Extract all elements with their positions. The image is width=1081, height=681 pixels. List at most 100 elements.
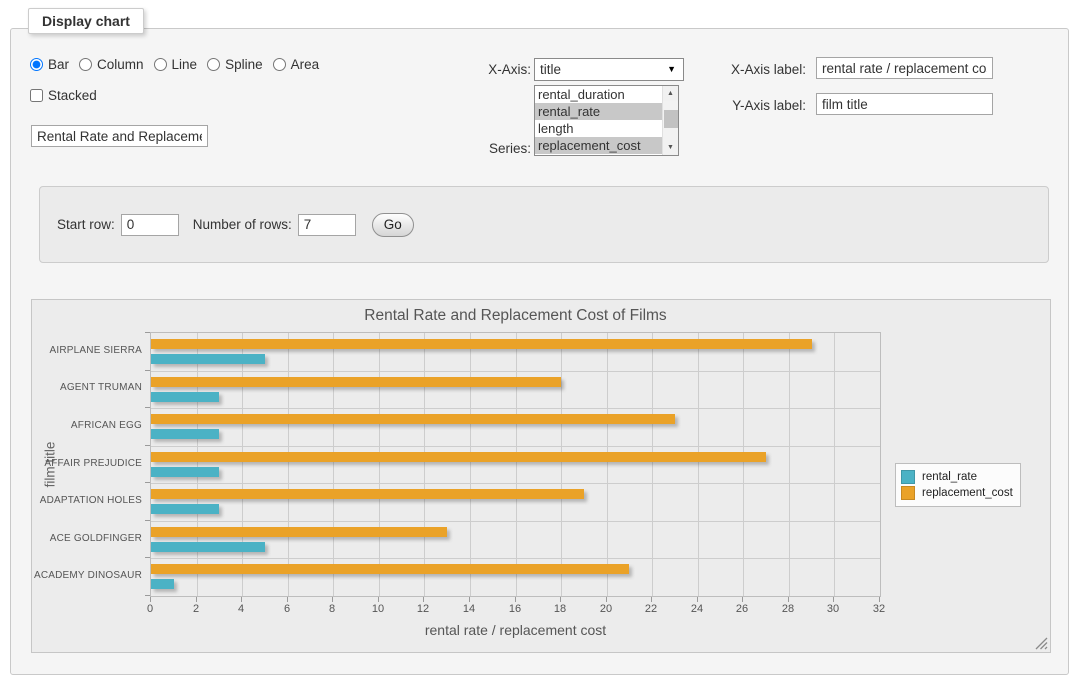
- go-button[interactable]: Go: [371, 212, 414, 237]
- x-tick-mark: [241, 597, 242, 602]
- gridline: [743, 333, 744, 596]
- bar-rental-rate: [151, 579, 174, 589]
- series-option-rental-rate[interactable]: rental_rate: [535, 103, 662, 120]
- scroll-down-icon[interactable]: ▼: [663, 140, 678, 155]
- stacked-label: Stacked: [48, 88, 97, 103]
- gridline: [424, 333, 425, 596]
- x-tick-mark: [515, 597, 516, 602]
- chart-title-input[interactable]: [31, 125, 208, 147]
- gridline: [470, 333, 471, 596]
- y-tick-mark: [145, 370, 150, 371]
- x-tick-label: 22: [644, 603, 658, 615]
- chart-type-option-area: Area: [272, 57, 320, 72]
- x-tick-label: 20: [599, 603, 613, 615]
- number-of-rows-input[interactable]: [297, 213, 356, 236]
- gridline: [151, 408, 880, 409]
- bar-rental-rate: [151, 467, 219, 477]
- gridline: [151, 558, 880, 559]
- y-tick-mark: [145, 595, 150, 596]
- bar-rental-rate: [151, 354, 265, 364]
- stacked-checkbox[interactable]: [30, 89, 43, 102]
- series-option-length[interactable]: length: [538, 121, 574, 136]
- x-axis-select[interactable]: title ▼: [534, 58, 684, 81]
- chart-type-radio-column[interactable]: [79, 58, 93, 71]
- y-tick-mark: [145, 520, 150, 521]
- y-category-label: AFFAIR PREJUDICE: [44, 458, 142, 469]
- legend-swatch-rental-rate: [901, 470, 915, 484]
- bar-rental-rate: [151, 542, 265, 552]
- gridline: [834, 333, 835, 596]
- y-axis-label-label: Y-Axis label:: [732, 98, 806, 113]
- x-tick-label: 14: [462, 603, 476, 615]
- chart-type-radio-bar[interactable]: [30, 58, 43, 71]
- x-tick-label: 16: [508, 603, 522, 615]
- x-axis-title: rental rate / replacement cost: [424, 622, 607, 638]
- gridline: [652, 333, 653, 596]
- series-option-replacement-cost[interactable]: replacement_cost: [535, 137, 662, 154]
- start-row-label: Start row:: [57, 217, 115, 232]
- x-tick-label: 26: [735, 603, 749, 615]
- x-tick-mark: [788, 597, 789, 602]
- gridline: [151, 483, 880, 484]
- x-tick-mark: [469, 597, 470, 602]
- x-axis-label-input[interactable]: [816, 57, 993, 79]
- stacked-option-label-wrap: Stacked: [30, 88, 97, 103]
- bar-replacement-cost: [151, 564, 629, 574]
- legend-label-rental-rate: rental_rate: [922, 471, 977, 483]
- x-tick-mark: [879, 597, 880, 602]
- gridline: [561, 333, 562, 596]
- y-category-label: ADAPTATION HOLES: [39, 495, 142, 506]
- chart-type-label-column: Column: [97, 57, 144, 72]
- series-listbox[interactable]: rental_duration rental_rate length repla…: [534, 85, 679, 156]
- chart-type-label-spline: Spline: [225, 57, 263, 72]
- x-tick-label: 28: [781, 603, 795, 615]
- chart-legend: rental_rate replacement_cost: [895, 463, 1021, 507]
- x-tick-mark: [697, 597, 698, 602]
- x-tick-mark: [287, 597, 288, 602]
- chart-type-option-spline: Spline: [207, 57, 263, 72]
- bar-replacement-cost: [151, 527, 447, 537]
- chart-type-radio-area[interactable]: [272, 58, 286, 71]
- gridline: [242, 333, 243, 596]
- gridline: [789, 333, 790, 596]
- scrollbar-track[interactable]: [663, 101, 678, 140]
- panel-legend: Display chart: [28, 8, 144, 34]
- legend-swatch-replacement-cost: [901, 486, 915, 500]
- bar-replacement-cost: [151, 414, 675, 424]
- resize-grip[interactable]: [1035, 637, 1048, 650]
- chevron-down-icon: ▼: [667, 64, 676, 74]
- y-tick-mark: [145, 332, 150, 333]
- chart-type-radio-line[interactable]: [153, 58, 167, 71]
- chart-type-label-line: Line: [171, 57, 198, 72]
- x-tick-label: 32: [872, 603, 886, 615]
- series-option-rental-duration[interactable]: rental_duration: [538, 87, 625, 102]
- x-tick-label: 0: [146, 603, 154, 615]
- chart-type-radio-group: Bar Column Line Spline Area: [30, 57, 329, 72]
- x-axis-label-label: X-Axis label:: [730, 62, 806, 77]
- gridline: [607, 333, 608, 596]
- chart-type-option-column: Column: [79, 57, 144, 72]
- y-axis-label-input[interactable]: [816, 93, 993, 115]
- x-axis-select-label: X-Axis:: [488, 62, 531, 77]
- scroll-up-icon[interactable]: ▲: [663, 86, 678, 101]
- gridline: [333, 333, 334, 596]
- series-scrollbar[interactable]: ▲ ▼: [662, 86, 678, 155]
- number-of-rows-label: Number of rows:: [192, 217, 292, 232]
- bar-rental-rate: [151, 392, 219, 402]
- chart-type-radio-spline[interactable]: [207, 58, 221, 71]
- y-category-label: ACADEMY DINOSAUR: [33, 570, 142, 581]
- x-tick-mark: [606, 597, 607, 602]
- scrollbar-thumb[interactable]: [664, 110, 678, 128]
- chart-type-label-area: Area: [290, 57, 320, 72]
- x-axis-selected-value: title: [540, 62, 562, 77]
- x-tick-mark: [332, 597, 333, 602]
- chart-title: Rental Rate and Replacement Cost of Film…: [364, 307, 667, 324]
- bar-replacement-cost: [151, 452, 766, 462]
- x-tick-label: 18: [553, 603, 567, 615]
- start-row-input[interactable]: [120, 213, 179, 236]
- x-tick-label: 6: [283, 603, 291, 615]
- display-chart-panel: Display chart Bar Column Line Spline Are…: [10, 8, 1069, 675]
- x-tick-label: 10: [371, 603, 385, 615]
- x-tick-label: 30: [826, 603, 840, 615]
- bar-replacement-cost: [151, 339, 812, 349]
